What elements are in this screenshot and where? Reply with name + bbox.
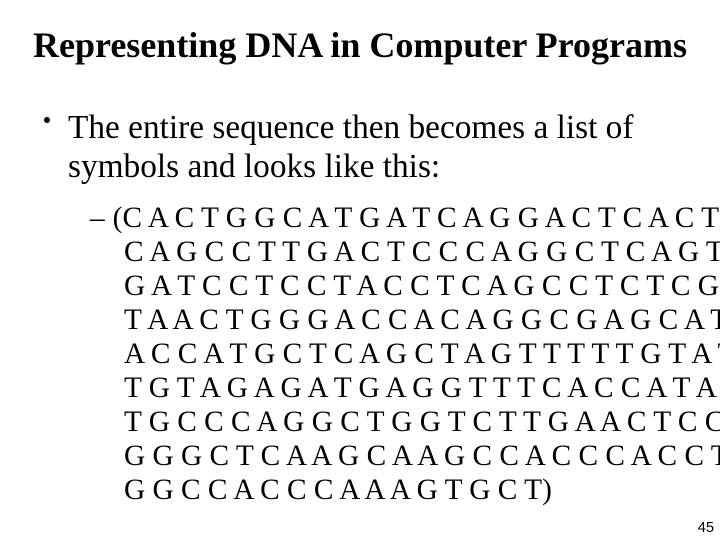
bullet-line-1: The entire sequence then becomes a list … <box>68 108 633 147</box>
bullet-text: The entire sequence then becomes a list … <box>68 108 633 187</box>
sequence-line: T G C C C A G G C T G G T C T T G A A C … <box>124 405 688 439</box>
sequence-line: G G G C T C A A G C A A G C C A C C C A … <box>124 439 688 473</box>
bullet-item: The entire sequence then becomes a list … <box>38 108 688 187</box>
slide-title: Representing DNA in Computer Programs <box>32 24 688 66</box>
bullet-dot-icon <box>44 117 50 123</box>
sequence-line: A C C A T G C T C A G C T A G T T T T T … <box>124 337 688 371</box>
sequence-block: C A G C C T T G A C T C C C A G G C T C … <box>124 235 688 507</box>
page-number: 45 <box>698 520 714 536</box>
sequence-line: (C A C T G G C A T G A T C A G G A C T C… <box>113 201 720 235</box>
bullet-line-2: symbols and looks like this: <box>68 147 633 186</box>
sequence-line: G A T C C T C C T A C C T C A G C C T C … <box>124 269 688 303</box>
sequence-line: C A G C C T T G A C T C C C A G G C T C … <box>124 235 688 269</box>
sequence-line: T A A C T G G G A C C A C A G G C G A G … <box>124 303 688 337</box>
sequence-line: T G T A G A G A T G A G G T T T C A C C … <box>124 371 688 405</box>
sequence-line: G G C C A C C C A A A G T G C T) <box>124 473 688 507</box>
sub-bullet: – (C A C T G G C A T G A T C A G G A C T… <box>32 201 688 507</box>
sub-dash-icon: – <box>90 201 105 235</box>
